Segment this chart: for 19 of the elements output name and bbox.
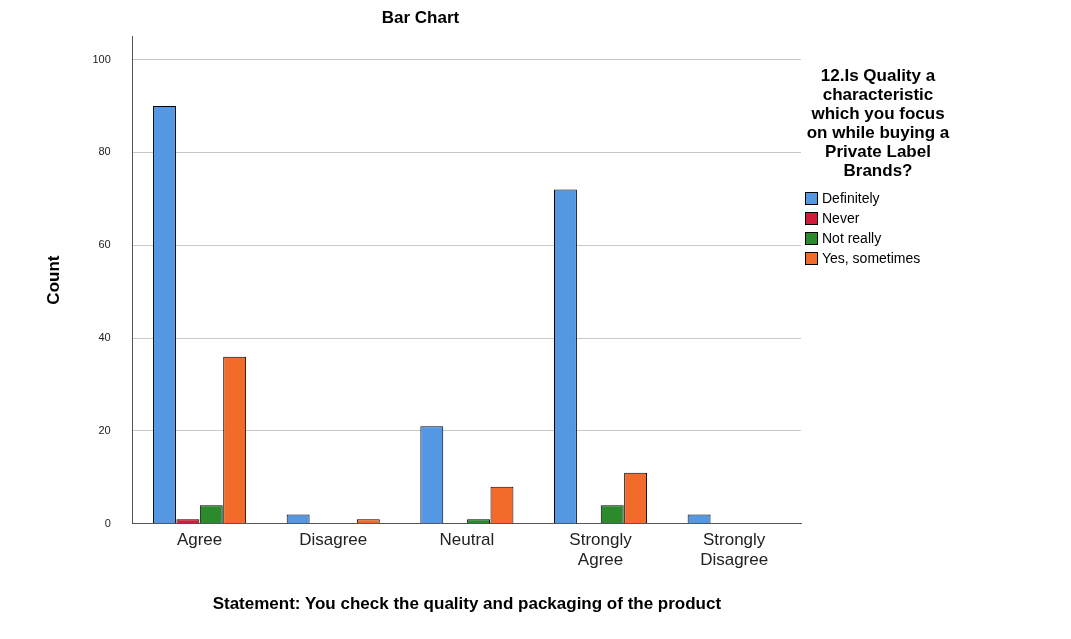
legend-label: Never: [822, 210, 860, 226]
x-tick-label: Strongly Agree: [569, 529, 633, 570]
legend-label: Not really: [822, 230, 882, 246]
y-tick-label: 0: [104, 516, 111, 529]
legend-label: Yes, sometimes: [822, 250, 921, 266]
x-tick-label: Neutral: [439, 529, 495, 549]
y-axis-title: Count: [43, 255, 63, 305]
chart-title: Bar Chart: [381, 7, 460, 27]
y-tick-label: 20: [98, 423, 111, 436]
legend-title: 12.Is Quality a characteristic which you focus on while buying a Private Label Brands?: [805, 66, 950, 180]
y-tick-label: 60: [98, 238, 111, 251]
y-tick-label: 100: [92, 52, 111, 65]
x-axis-title: Statement: You check the quality and packaging of the product: [212, 594, 722, 614]
y-tick-label: 40: [98, 331, 111, 344]
x-tick-label: Disagree: [299, 529, 368, 549]
legend-label: Definitely: [822, 190, 880, 206]
y-tick-label: 80: [98, 145, 111, 158]
x-tick-label: Agree: [176, 529, 223, 549]
x-tick-label: Strongly Disagree: [700, 529, 769, 570]
